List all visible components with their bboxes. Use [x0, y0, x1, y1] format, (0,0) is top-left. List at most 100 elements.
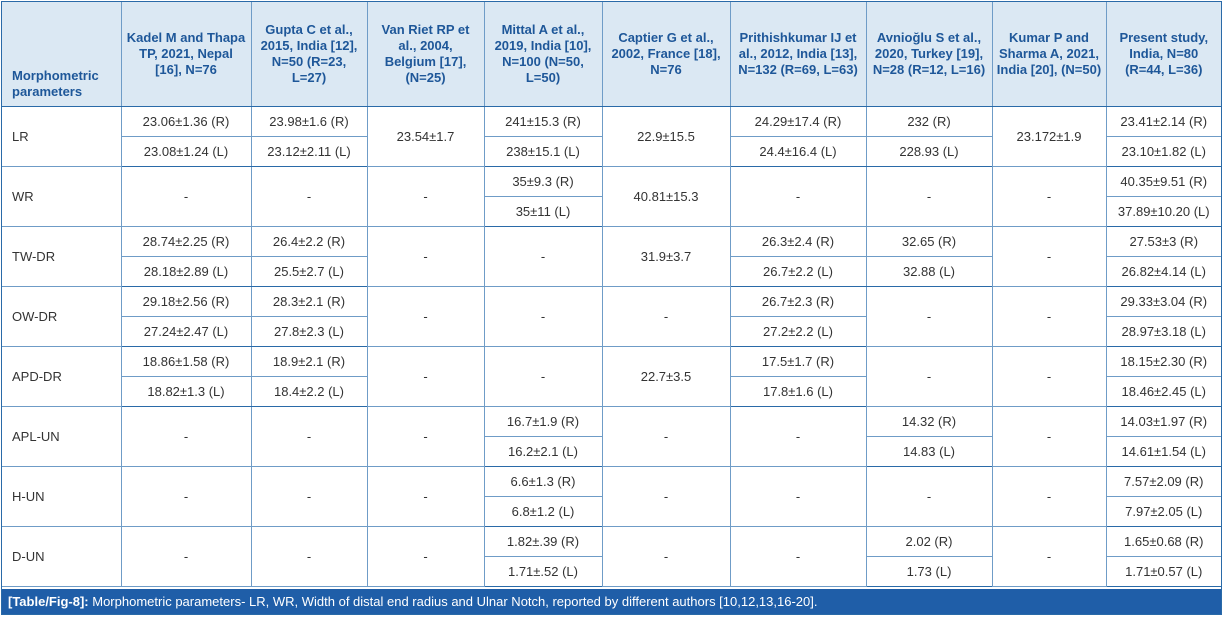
value-cell-left: 14.83 (L)	[866, 436, 993, 467]
value-cell-right: 23.98±1.6 (R)	[251, 106, 368, 137]
value-cell: -	[866, 346, 993, 407]
value-cell-right: 40.35±9.51 (R)	[1106, 166, 1221, 197]
parameter-cell: APL-UN	[2, 406, 122, 467]
value-cell: -	[251, 166, 368, 227]
value-cell: 31.9±3.7	[602, 226, 731, 287]
value-cell: -	[992, 346, 1107, 407]
value-cell: -	[992, 286, 1107, 347]
value-cell: -	[367, 286, 485, 347]
parameter-cell: WR	[2, 166, 122, 227]
table-row: OW-DR 29.18±2.56 (R) 28.3±2.1 (R) - - -26.7±2…	[2, 286, 1221, 347]
value-cell-right: 28.3±2.1 (R)	[251, 286, 368, 317]
value-cell-left: 7.97±2.05 (L)	[1106, 496, 1221, 527]
value-cell-right: 26.7±2.3 (R)	[730, 286, 867, 317]
value-cell: 22.7±3.5	[602, 346, 731, 407]
value-cell-left: 17.8±1.6 (L)	[730, 376, 867, 407]
value-cell-right: 241±15.3 (R)	[484, 106, 603, 137]
header-study-9: Present study, India, N=80 (R=44, L=36)	[1106, 2, 1221, 107]
value-cell-left: 28.97±3.18 (L)	[1106, 316, 1221, 347]
value-cell-left: 228.93 (L)	[866, 136, 993, 167]
table-row: 1.71±.52 (L) 1.73 (L) 1.71±0.57 (L)	[2, 556, 1221, 587]
value-cell-right: 18.9±2.1 (R)	[251, 346, 368, 377]
value-cell-right: 35±9.3 (R)	[484, 166, 603, 197]
table-row: H-UN - - -6.6±1.3 (R) - - - -7.57±2.09 (R)	[2, 466, 1221, 527]
table-row: 35±11 (L) 37.89±10.20 (L)	[2, 196, 1221, 227]
caption-text: Morphometric parameters- LR, WR, Width o…	[88, 594, 818, 609]
header-study-2: Gupta C et al., 2015, India [12], N=50 (…	[251, 2, 368, 107]
value-cell-left: 18.46±2.45 (L)	[1106, 376, 1221, 407]
header-study-7: Avnioğlu S et al., 2020, Turkey [19], N=…	[866, 2, 993, 107]
value-cell: -	[992, 166, 1107, 227]
value-cell-left: 27.24±2.47 (L)	[121, 316, 252, 347]
value-cell-right: 2.02 (R)	[866, 526, 993, 557]
header-study-4: Mittal A et al., 2019, India [10], N=100…	[484, 2, 603, 107]
value-cell: -	[992, 526, 1107, 587]
value-cell: -	[992, 466, 1107, 527]
value-cell: -	[121, 466, 252, 527]
caption-label: [Table/Fig-8]:	[8, 594, 89, 609]
value-cell: -	[367, 166, 485, 227]
value-cell-left: 23.10±1.82 (L)	[1106, 136, 1221, 167]
value-cell: -	[730, 466, 867, 527]
value-cell-right: 18.86±1.58 (R)	[121, 346, 252, 377]
value-cell: -	[251, 406, 368, 467]
value-cell: -	[251, 526, 368, 587]
parameter-cell: H-UN	[2, 466, 122, 527]
table-row: WR - - -35±9.3 (R) 40.81±15.3- - -40.35±9.51 (…	[2, 166, 1221, 227]
value-cell: -	[730, 166, 867, 227]
value-cell-left: 32.88 (L)	[866, 256, 993, 287]
table-row: 16.2±2.1 (L) 14.83 (L) 14.61±1.54 (L)	[2, 436, 1221, 467]
value-cell-right: 28.74±2.25 (R)	[121, 226, 252, 257]
value-cell: -	[992, 406, 1107, 467]
parameter-cell: TW-DR	[2, 226, 122, 287]
value-cell-left: 18.4±2.2 (L)	[251, 376, 368, 407]
value-cell-right: 23.06±1.36 (R)	[121, 106, 252, 137]
value-cell-left: 238±15.1 (L)	[484, 136, 603, 167]
value-cell-right: 32.65 (R)	[866, 226, 993, 257]
value-cell-right: 29.18±2.56 (R)	[121, 286, 252, 317]
value-cell-left: 25.5±2.7 (L)	[251, 256, 368, 287]
value-cell-left: 37.89±10.20 (L)	[1106, 196, 1221, 227]
value-cell: -	[602, 466, 731, 527]
value-cell-right: 26.4±2.2 (R)	[251, 226, 368, 257]
value-cell-left: 16.2±2.1 (L)	[484, 436, 603, 467]
table-row: 28.18±2.89 (L) 25.5±2.7 (L) 26.7±2.2 (L) 32…	[2, 256, 1221, 287]
value-cell-right: 1.65±0.68 (R)	[1106, 526, 1221, 557]
value-cell: -	[866, 166, 993, 227]
value-cell-right: 23.41±2.14 (R)	[1106, 106, 1221, 137]
value-cell-left: 23.08±1.24 (L)	[121, 136, 252, 167]
value-cell: -	[121, 406, 252, 467]
value-cell: -	[251, 466, 368, 527]
value-cell-left: 26.7±2.2 (L)	[730, 256, 867, 287]
value-cell-right: 16.7±1.9 (R)	[484, 406, 603, 437]
morphometric-table: Morphometric parameters Kadel M and Thapa…	[2, 2, 1221, 587]
value-cell-right: 14.03±1.97 (R)	[1106, 406, 1221, 437]
value-cell-left: 18.82±1.3 (L)	[121, 376, 252, 407]
parameter-cell: APD-DR	[2, 346, 122, 407]
parameter-cell: LR	[2, 106, 122, 167]
value-cell-right: 26.3±2.4 (R)	[730, 226, 867, 257]
value-cell: -	[602, 286, 731, 347]
value-cell-left: 23.12±2.11 (L)	[251, 136, 368, 167]
header-study-8: Kumar P and Sharma A, 2021, India [20], …	[992, 2, 1107, 107]
value-cell: -	[367, 346, 485, 407]
table-row: APD-DR 18.86±1.58 (R) 18.9±2.1 (R) - -22.7±3…	[2, 346, 1221, 407]
value-cell-left: 6.8±1.2 (L)	[484, 496, 603, 527]
value-cell: -	[484, 346, 603, 407]
table-row: APL-UN - - -16.7±1.9 (R) - -14.32 (R) -14.03±1…	[2, 406, 1221, 467]
value-cell-right: 7.57±2.09 (R)	[1106, 466, 1221, 497]
table-body: LR 23.06±1.36 (R) 23.98±1.6 (R) 23.54±1.7 24…	[2, 106, 1221, 587]
value-cell-right: 24.29±17.4 (R)	[730, 106, 867, 137]
table-row: 27.24±2.47 (L) 27.8±2.3 (L) 27.2±2.2 (L) 28…	[2, 316, 1221, 347]
value-cell-left: 28.18±2.89 (L)	[121, 256, 252, 287]
header-study-5: Captier G et al., 2002, France [18], N=7…	[602, 2, 731, 107]
value-cell-left: 14.61±1.54 (L)	[1106, 436, 1221, 467]
table-caption: [Table/Fig-8]: Morphometric parameters- …	[2, 589, 1221, 614]
value-cell-right: 6.6±1.3 (R)	[484, 466, 603, 497]
value-cell-left: 24.4±16.4 (L)	[730, 136, 867, 167]
value-cell: 23.54±1.7	[367, 106, 485, 167]
value-cell-right: 29.33±3.04 (R)	[1106, 286, 1221, 317]
value-cell: -	[367, 466, 485, 527]
value-cell-left: 1.71±.52 (L)	[484, 556, 603, 587]
